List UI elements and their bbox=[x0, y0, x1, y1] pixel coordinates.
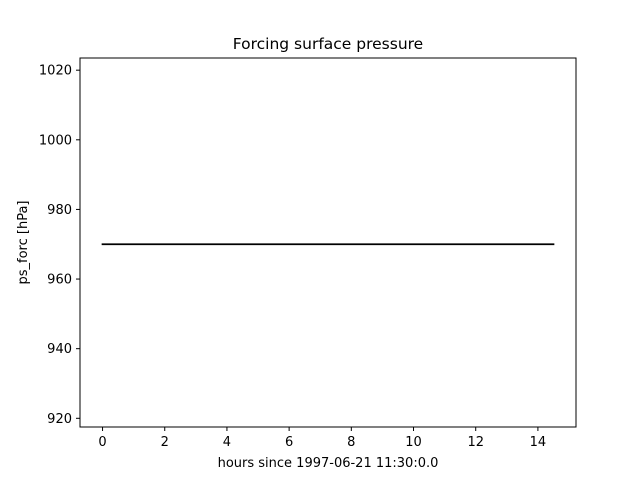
y-tick-label: 960 bbox=[47, 273, 72, 288]
chart-title: Forcing surface pressure bbox=[233, 35, 423, 53]
y-tick-label: 980 bbox=[47, 203, 72, 218]
y-tick-label: 1000 bbox=[39, 133, 72, 148]
y-tick-label: 1020 bbox=[39, 64, 72, 79]
x-tick-label: 12 bbox=[467, 435, 484, 450]
x-tick-label: 2 bbox=[161, 435, 169, 450]
y-axis-label: ps_forc [hPa] bbox=[16, 201, 31, 285]
y-tick-label: 940 bbox=[47, 342, 72, 357]
x-tick-label: 6 bbox=[285, 435, 293, 450]
x-tick-label: 14 bbox=[530, 435, 547, 450]
y-tick-label: 920 bbox=[47, 412, 72, 427]
x-tick-label: 0 bbox=[98, 435, 106, 450]
x-axis-label: hours since 1997-06-21 11:30:0.0 bbox=[218, 456, 439, 471]
y-axis-ticks: 920 940 960 980 1000 1020 bbox=[39, 64, 80, 427]
plot-frame bbox=[79, 57, 577, 428]
x-tick-label: 10 bbox=[405, 435, 422, 450]
plot-area bbox=[80, 58, 576, 427]
x-tick-label: 8 bbox=[347, 435, 355, 450]
x-tick-label: 4 bbox=[223, 435, 231, 450]
x-axis-ticks: 0 2 4 6 8 10 12 14 bbox=[98, 427, 546, 450]
